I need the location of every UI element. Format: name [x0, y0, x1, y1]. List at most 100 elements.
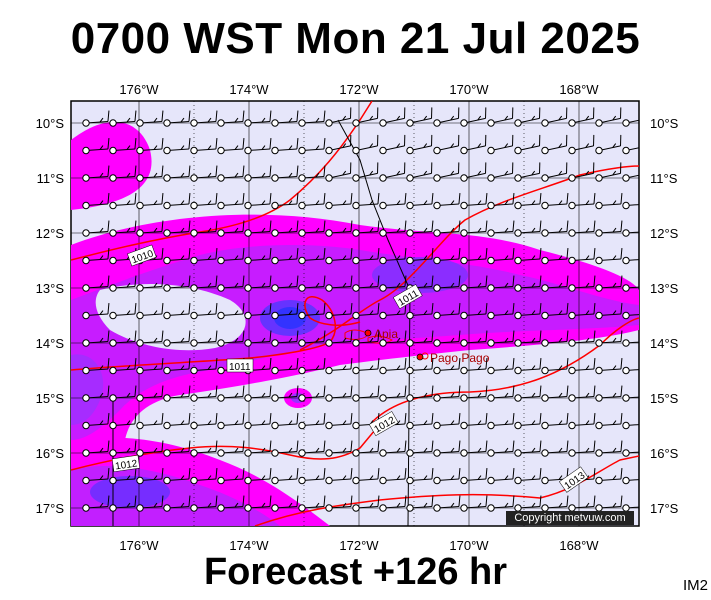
wind-barb [595, 193, 623, 210]
wind-barb [460, 303, 488, 320]
wind-barb [163, 413, 191, 430]
wind-barb [460, 220, 488, 237]
isobar-1010 [71, 101, 373, 261]
wind-barb [325, 220, 353, 237]
wind-barb [298, 385, 326, 402]
wind-barb [82, 468, 110, 485]
wind-barb [514, 248, 542, 265]
wind-barb [190, 138, 218, 155]
wind-barb [568, 385, 596, 402]
wind-barb [379, 162, 406, 182]
wind-barb [514, 220, 542, 237]
wind-barb [433, 330, 461, 347]
copyright-badge: Copyright metvuw.com [506, 511, 634, 525]
lon-label-bottom: 174°W [229, 538, 269, 553]
wind-barb [244, 110, 272, 127]
wind-barb [622, 504, 639, 512]
wind-barb [190, 495, 218, 512]
wind-barb [541, 107, 568, 127]
wind-barb [622, 229, 639, 237]
wind-barb [325, 107, 352, 127]
wind-barb [622, 201, 639, 210]
wind-barb [136, 468, 164, 485]
wind-barb [568, 330, 596, 347]
wind-barb [109, 468, 137, 485]
wind-barb [325, 134, 352, 155]
wind-barb [433, 134, 460, 155]
wind-barb [379, 440, 407, 457]
wind-barb [190, 330, 218, 347]
wind-barb [163, 495, 191, 512]
wind-barb [244, 413, 272, 430]
wind-barb [190, 303, 218, 320]
wind-barb [271, 165, 299, 182]
wind-barb [352, 495, 380, 512]
wind-barb [595, 134, 622, 155]
wind-barb [325, 440, 353, 457]
wind-barb [622, 476, 639, 485]
wind-barb [568, 193, 596, 210]
wind-barb [541, 193, 569, 210]
wind-barb [406, 413, 434, 430]
wind-barb [406, 162, 433, 182]
wind-barb [217, 220, 245, 237]
wind-barb [460, 440, 488, 457]
wind-barb [163, 248, 191, 265]
wind-barb [460, 248, 488, 265]
wind-barb [109, 110, 137, 127]
wind-barb [622, 449, 639, 457]
wind-barb [271, 385, 299, 402]
wind-barb [352, 385, 380, 402]
wind-barb [82, 193, 110, 210]
wind-barb [352, 413, 380, 430]
wind-barb [244, 495, 272, 512]
wind-barb [244, 303, 272, 320]
lon-label-bottom: 176°W [119, 538, 159, 553]
wind-barb [109, 440, 137, 457]
wind-barb [406, 220, 434, 237]
wind-barb [379, 495, 407, 512]
lon-label-top: 176°W [119, 82, 159, 97]
lat-label-left: 13°S [36, 281, 65, 296]
wind-barb [244, 440, 272, 457]
wind-barb [352, 134, 379, 155]
wind-barb [325, 495, 353, 512]
isobar-label: 1011 [229, 362, 251, 373]
wind-barb [406, 107, 433, 127]
wind-barb [433, 440, 461, 457]
wind-barb [298, 468, 326, 485]
wind-barb [271, 138, 299, 155]
wind-barb [109, 385, 137, 402]
wind-barb [271, 193, 299, 210]
wind-barb [298, 303, 326, 320]
wind-barb [487, 248, 515, 265]
wind-barb [622, 421, 639, 430]
wind-barb [595, 248, 623, 265]
wind-barb [541, 495, 569, 512]
wind-barb [406, 303, 434, 320]
wind-barb [487, 468, 515, 485]
wind-barb [217, 440, 245, 457]
wind-barb [163, 110, 191, 127]
wind-barb [487, 385, 515, 402]
wind-barb [568, 440, 596, 457]
wind-barb [352, 468, 380, 485]
wind-barb [568, 413, 596, 430]
wind-barb [244, 385, 272, 402]
wind-barb [406, 440, 434, 457]
wind-barb [406, 193, 434, 210]
wind-barb [487, 107, 514, 127]
wind-barb [298, 138, 326, 155]
wind-barb [298, 193, 326, 210]
wind-barb [379, 275, 407, 292]
wind-barb [82, 440, 110, 457]
wind-barb [298, 165, 326, 182]
wind-barb [271, 495, 299, 512]
wind-barb [352, 330, 380, 347]
wind-barb [109, 330, 137, 347]
lat-label-right: 12°S [650, 226, 679, 241]
wind-barb [487, 193, 515, 210]
wind-barb [325, 193, 353, 210]
wind-barb [136, 275, 164, 292]
